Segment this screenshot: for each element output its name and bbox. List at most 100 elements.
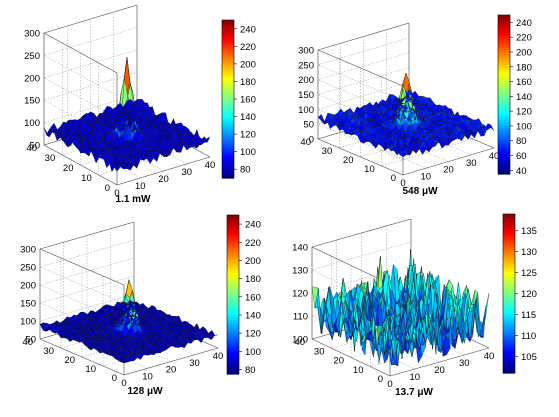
- colorbar-band: [498, 171, 510, 175]
- x-tick-label: 10: [409, 372, 420, 383]
- colorbar-tick-label: 200: [245, 256, 261, 267]
- y-tick-label: 0: [391, 173, 396, 184]
- colorbar-band: [227, 257, 239, 261]
- colorbar-band: [498, 82, 510, 86]
- y-tick-label: 20: [64, 355, 75, 366]
- colorbar-band: [498, 161, 510, 165]
- colorbar-band: [503, 221, 515, 225]
- colorbar-band: [222, 133, 234, 137]
- colorbar-band: [222, 106, 234, 110]
- colorbar-band: [498, 84, 510, 88]
- colorbar-band: [222, 66, 234, 70]
- colorbar-band: [222, 86, 234, 90]
- z-tick-label: 200: [298, 75, 314, 86]
- colorbar-band: [498, 164, 510, 168]
- colorbar-tick-label: 160: [516, 77, 532, 88]
- colorbar-band: [227, 364, 239, 368]
- colorbar-band: [503, 238, 515, 242]
- y-tick-label: 40: [294, 337, 305, 348]
- z-tick-label: 100: [24, 118, 40, 129]
- colorbar-band: [222, 42, 234, 46]
- colorbar-band: [222, 37, 234, 41]
- colorbar-band: [503, 216, 515, 220]
- y-tick-label: 0: [378, 374, 383, 385]
- surface-panel-3: 50 100 150 200 250 300 0 10 20 30 40 0 10 20 30 40 80 100…: [20, 214, 261, 397]
- colorbar-band: [498, 121, 510, 125]
- colorbar-band: [227, 249, 239, 253]
- colorbar-band: [503, 276, 515, 280]
- x-tick-label: 20: [434, 365, 445, 376]
- colorbar-band: [498, 154, 510, 158]
- x-tick-label: 10: [142, 371, 153, 382]
- x-tick-label: 10: [135, 181, 146, 192]
- colorbar-tick-label: 80: [245, 365, 256, 376]
- surface-panel-2: 0501001502002503000102030400102030404060…: [298, 14, 532, 197]
- z-tick-label: 0: [309, 135, 314, 146]
- colorbar-band: [498, 89, 510, 93]
- colorbar-band: [222, 64, 234, 68]
- x-tick-label: 20: [443, 165, 454, 176]
- z-tick-label: 300: [24, 29, 40, 40]
- colorbar-tick-label: 140: [240, 112, 256, 123]
- colorbar-band: [227, 282, 239, 286]
- colorbar-band: [227, 344, 239, 348]
- colorbar-band: [227, 311, 239, 315]
- colorbar-band: [503, 228, 515, 232]
- colorbar-band: [498, 109, 510, 113]
- colorbar-band: [227, 272, 239, 276]
- colorbar-band: [498, 15, 510, 19]
- colorbar-band: [227, 234, 239, 238]
- colorbar-tick-label: 160: [245, 292, 261, 303]
- colorbar-band: [227, 301, 239, 306]
- colorbar-band: [503, 233, 515, 237]
- colorbar-tick-label: 100: [240, 147, 256, 158]
- colorbar-band: [222, 126, 234, 130]
- colorbar-tick-label: 120: [240, 130, 256, 141]
- colorbar-band: [222, 111, 234, 115]
- colorbar-band: [227, 369, 239, 373]
- colorbar-band: [227, 237, 239, 241]
- axis-edge: [43, 32, 118, 74]
- colorbar-band: [503, 323, 515, 327]
- colorbar-band: [227, 326, 239, 330]
- colorbar-band: [503, 313, 515, 317]
- colorbar-band: [503, 370, 515, 374]
- colorbar-band: [503, 320, 515, 324]
- colorbar-band: [227, 314, 239, 318]
- colorbar-band: [503, 288, 515, 292]
- colorbar-band: [227, 341, 239, 345]
- colorbar-band: [498, 27, 510, 31]
- colorbar-band: [503, 368, 515, 372]
- colorbar: 105 110 115 120 125 130 135: [502, 213, 537, 374]
- colorbar-band: [503, 345, 515, 349]
- colorbar-tick-label: 200: [516, 47, 532, 58]
- colorbar-band: [227, 224, 239, 229]
- colorbar-band: [498, 139, 510, 143]
- colorbar-band: [222, 175, 234, 179]
- colorbar-band: [503, 271, 515, 275]
- colorbar-band: [498, 129, 510, 133]
- colorbar-band: [227, 371, 239, 375]
- colorbar-frame: [497, 14, 511, 175]
- axis-edge: [317, 49, 404, 87]
- colorbar-band: [503, 261, 515, 265]
- colorbar-band: [227, 292, 239, 296]
- colorbar-band: [222, 39, 234, 43]
- axis-edge: [317, 138, 404, 176]
- colorbar-band: [227, 215, 239, 219]
- colorbar-band: [498, 144, 510, 148]
- colorbar-band: [503, 308, 515, 312]
- colorbar-band: [498, 119, 510, 123]
- colorbar-band: [222, 118, 234, 122]
- y-tick-label: 20: [343, 155, 354, 166]
- colorbar-band: [498, 57, 510, 61]
- colorbar-tick-label: 140: [245, 310, 261, 321]
- colorbar-band: [222, 145, 234, 149]
- colorbar-band: [498, 29, 510, 33]
- z-tick-label: 250: [298, 60, 314, 71]
- colorbar-band: [222, 116, 234, 120]
- colorbar-band: [222, 113, 234, 117]
- colorbar-band: [227, 259, 239, 263]
- colorbar-tick-label: 80: [516, 136, 527, 147]
- colorbar-band: [503, 226, 515, 230]
